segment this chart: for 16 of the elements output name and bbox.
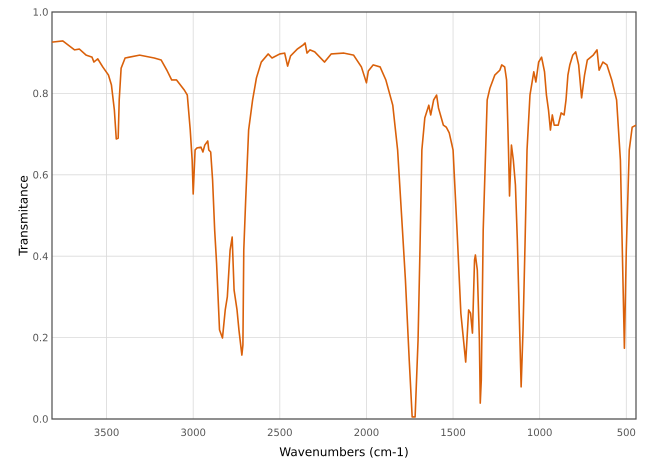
x-tick-label: 1000 xyxy=(528,428,552,436)
x-tick-label: 500 xyxy=(618,428,636,436)
x-tick-label: 2500 xyxy=(268,428,292,436)
x-tick-label: 3000 xyxy=(181,428,206,436)
x-axis-title: Wavenumbers (cm-1) xyxy=(280,446,408,458)
y-tick-label: 0.2 xyxy=(33,334,48,342)
x-tick-label: 1500 xyxy=(441,428,466,436)
y-tick-label: 0.6 xyxy=(33,171,48,179)
line-series xyxy=(52,40,636,418)
y-axis-title: Transmitance xyxy=(18,176,28,256)
x-tick-label: 2000 xyxy=(354,428,378,436)
y-tick-label: 0.0 xyxy=(33,415,48,423)
x-tick-label: 3500 xyxy=(94,428,119,436)
y-tick-label: 0.4 xyxy=(33,252,48,260)
y-tick-label: 1.0 xyxy=(34,8,48,16)
y-tick-label: 0.8 xyxy=(33,90,48,98)
